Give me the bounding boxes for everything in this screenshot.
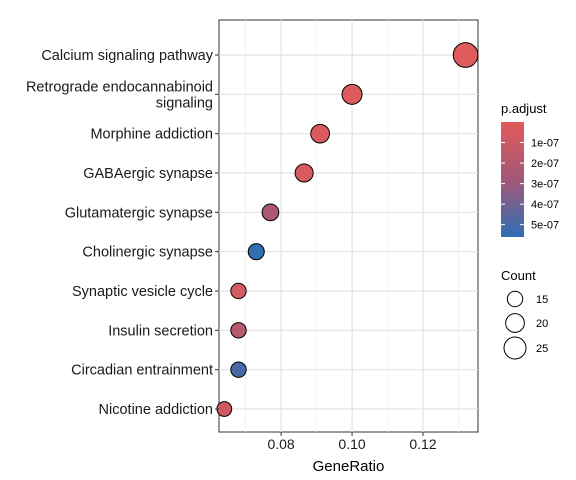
y-tick-label: Retrograde endocannabinoid signaling <box>26 79 213 111</box>
y-tick-label-line: signaling <box>156 95 213 111</box>
color-legend-label: 5e-07 <box>531 220 559 232</box>
color-legend-label: 2e-07 <box>531 158 559 170</box>
color-legend-label: 1e-07 <box>531 138 559 150</box>
data-point <box>261 203 280 222</box>
y-tick-label: Morphine addiction <box>90 127 213 143</box>
y-tick-label: Insulin secretion <box>108 323 213 339</box>
data-point <box>452 42 479 68</box>
color-legend-bar <box>501 122 524 237</box>
color-legend-ticks: 1e-07 2e-07 3e-07 4e-07 5e-07 <box>501 138 559 232</box>
x-tick-label: 0.10 <box>338 436 365 452</box>
data-point <box>341 83 363 105</box>
x-tick-label: 0.08 <box>267 436 294 452</box>
data-points <box>216 42 479 417</box>
y-tick-label: GABAergic synapse <box>83 166 213 182</box>
plot-panel <box>216 19 479 433</box>
y-tick-label: Circadian entrainment <box>71 363 213 379</box>
x-tick-label: 0.12 <box>409 436 436 452</box>
y-tick-label-line: Circadian entrainment <box>71 363 213 379</box>
size-legend-circle <box>503 336 527 360</box>
y-tick-label-line: Morphine addiction <box>90 127 213 143</box>
y-tick-label: Synaptic vesicle cycle <box>72 284 213 300</box>
size-legend-circle <box>505 313 525 333</box>
y-tick-label-line: Glutamatergic synapse <box>65 205 213 221</box>
y-tick-label-line: Synaptic vesicle cycle <box>72 284 213 300</box>
y-axis: Calcium signaling pathway Retrograde endo… <box>26 48 219 418</box>
size-legend-title: Count <box>501 268 536 283</box>
y-tick-label-line: Insulin secretion <box>108 323 213 339</box>
data-point <box>216 401 233 417</box>
y-tick-label: Cholinergic synapse <box>82 245 213 261</box>
y-tick-label: Nicotine addiction <box>99 402 213 418</box>
color-legend-title: p.adjust <box>501 101 547 116</box>
size-legend-label: 25 <box>536 343 548 355</box>
y-tick-label: Glutamatergic synapse <box>65 205 213 221</box>
size-legend: Count 15 20 25 <box>501 268 548 360</box>
data-point <box>294 163 314 183</box>
size-legend-label: 15 <box>536 294 548 306</box>
size-legend-items: 15 20 25 <box>503 290 548 360</box>
y-tick-label-line: GABAergic synapse <box>83 166 213 182</box>
data-point <box>230 282 247 300</box>
y-tick-label-line: Calcium signaling pathway <box>41 48 213 64</box>
data-point <box>310 123 330 144</box>
data-point <box>247 243 265 261</box>
data-point <box>230 322 247 339</box>
y-tick-label-line: Nicotine addiction <box>99 402 213 418</box>
x-axis: 0.08 0.10 0.12 <box>267 432 437 452</box>
y-tick-label-line: Cholinergic synapse <box>82 245 213 261</box>
x-axis-title: GeneRatio <box>313 458 385 475</box>
size-legend-label: 20 <box>536 318 548 330</box>
data-point <box>230 361 247 378</box>
color-legend-label: 3e-07 <box>531 179 559 191</box>
size-legend-circle <box>506 290 524 308</box>
color-legend-label: 4e-07 <box>531 199 559 211</box>
y-tick-label: Calcium signaling pathway <box>41 48 213 64</box>
y-tick-label-line: Retrograde endocannabinoid <box>26 79 213 95</box>
color-legend: p.adjust 1e-07 2e-07 3e-07 4e-07 5e-07 <box>501 101 559 237</box>
